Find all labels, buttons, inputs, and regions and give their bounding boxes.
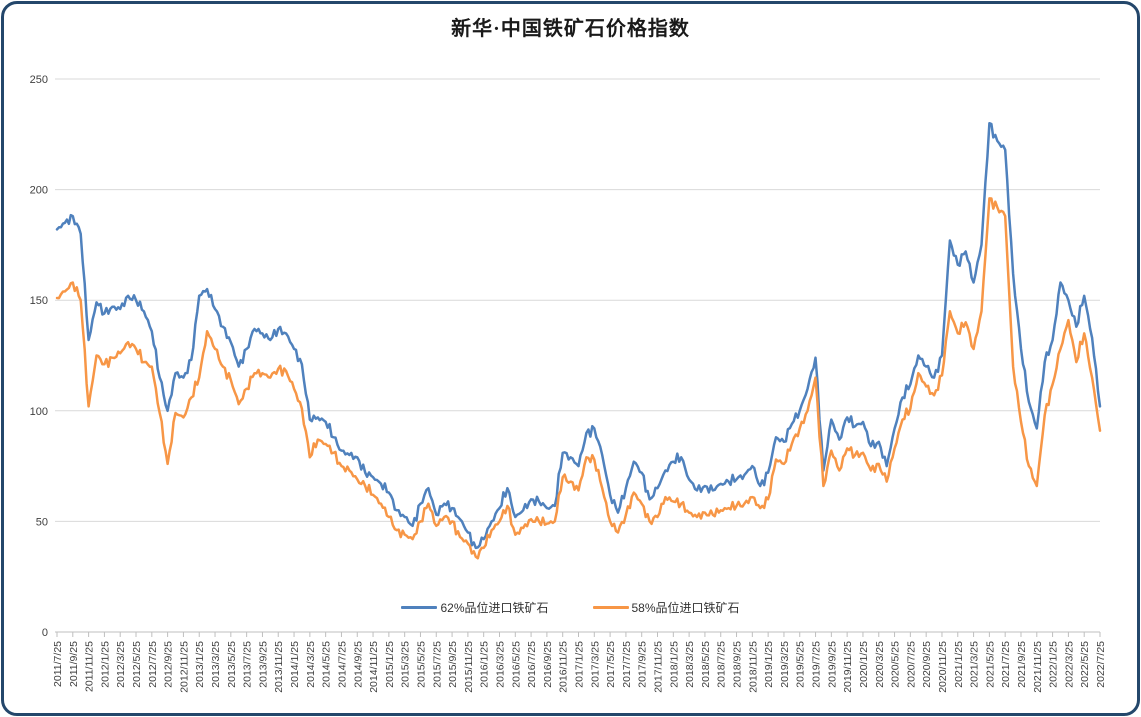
x-tick-label: 2019/5/25 [795, 641, 807, 688]
x-tick-label: 2017/11/25 [653, 641, 665, 693]
legend-label-58: 58%品位进口铁矿石 [631, 601, 740, 615]
x-tick-label: 2015/3/25 [400, 641, 412, 688]
x-tick-label: 2012/11/25 [178, 641, 190, 693]
x-tick-label: 2021/5/25 [984, 641, 996, 688]
x-tick-label: 2019/3/25 [779, 641, 791, 688]
legend-item-62: 62%品位进口铁矿石 [401, 599, 549, 616]
chart-legend: 62%品位进口铁矿石 58%品位进口铁矿石 [0, 599, 1141, 616]
x-tick-label: 2019/9/25 [826, 641, 838, 688]
x-tick-label: 2017/5/25 [605, 641, 617, 688]
y-tick-label: 200 [30, 185, 48, 197]
legend-label-62: 62%品位进口铁矿石 [440, 601, 549, 615]
x-tick-label: 2020/9/25 [921, 641, 933, 688]
x-tick-label: 2013/1/25 [194, 641, 206, 688]
x-tick-label: 2022/1/25 [1048, 641, 1060, 688]
x-tick-label: 2017/7/25 [621, 641, 633, 688]
x-tick-label: 2014/7/25 [336, 641, 348, 688]
x-tick-label: 2022/7/25 [1095, 641, 1107, 688]
x-tick-label: 2013/5/25 [226, 641, 238, 688]
series-line-62-grade [55, 121, 1102, 550]
x-tick-label: 2017/3/25 [589, 641, 601, 688]
series-line-58-grade [55, 197, 1102, 560]
x-tick-label: 2019/7/25 [811, 641, 823, 688]
x-tick-label: 2017/9/25 [637, 641, 649, 688]
chart-title: 新华·中国铁矿石价格指数 [451, 18, 690, 40]
x-tick-label: 2013/11/25 [273, 641, 285, 693]
x-tick-label: 2016/9/25 [542, 641, 554, 688]
x-tick-label: 2012/5/25 [131, 641, 143, 688]
x-tick-label: 2021/11/25 [1032, 641, 1044, 693]
x-tick-label: 2015/11/25 [463, 641, 475, 693]
x-tick-label: 2021/3/25 [969, 641, 981, 688]
legend-line-sample-58 [592, 606, 629, 609]
x-tick-label: 2019/11/25 [842, 641, 854, 693]
x-tick-label: 2013/9/25 [257, 641, 269, 688]
x-tick-label: 2011/9/25 [68, 641, 80, 687]
x-tick-label: 2012/7/25 [147, 641, 159, 688]
x-tick-label: 2011/7/25 [52, 641, 64, 687]
x-tick-label: 2016/7/25 [526, 641, 538, 688]
x-tick-label: 2014/11/25 [368, 641, 380, 693]
x-tick-label: 2020/5/25 [890, 641, 902, 688]
x-tick-label: 2019/1/25 [763, 641, 775, 688]
x-tick-label: 2022/5/25 [1079, 641, 1091, 688]
x-tick-label: 2012/1/25 [99, 641, 111, 688]
x-tick-label: 2014/5/25 [321, 641, 333, 688]
x-tick-label: 2018/11/25 [747, 641, 759, 693]
x-tick-label: 2016/3/25 [494, 641, 506, 688]
x-tick-label: 2014/9/25 [352, 641, 364, 688]
y-tick-label: 250 [30, 74, 48, 86]
y-tick-label: 0 [42, 627, 48, 639]
y-tick-label: 50 [36, 516, 48, 528]
x-tick-label: 2014/1/25 [289, 641, 301, 688]
x-tick-label: 2013/7/25 [242, 641, 254, 688]
y-tick-label: 150 [30, 295, 48, 307]
x-tick-label: 2018/3/25 [684, 641, 696, 688]
x-tick-label: 2014/3/25 [305, 641, 317, 688]
x-tick-label: 2018/9/25 [732, 641, 744, 688]
x-tick-label: 2016/5/25 [510, 641, 522, 688]
x-tick-label: 2015/7/25 [431, 641, 443, 688]
x-tick-label: 2022/3/25 [1063, 641, 1075, 688]
x-tick-label: 2013/3/25 [210, 641, 222, 688]
x-tick-label: 2018/7/25 [716, 641, 728, 688]
x-tick-label: 2015/9/25 [447, 641, 459, 688]
x-tick-label: 2011/11/25 [84, 641, 96, 692]
x-tick-label: 2018/5/25 [700, 641, 712, 688]
x-tick-label: 2017/1/25 [574, 641, 586, 688]
x-tick-label: 2021/9/25 [1016, 641, 1028, 688]
x-tick-label: 2015/1/25 [384, 641, 396, 688]
x-tick-label: 2021/1/25 [953, 641, 965, 688]
x-tick-label: 2020/7/25 [905, 641, 917, 688]
x-tick-label: 2016/11/25 [558, 641, 570, 693]
x-tick-label: 2012/3/25 [115, 641, 127, 688]
x-tick-label: 2012/9/25 [163, 641, 175, 688]
x-tick-label: 2015/5/25 [415, 641, 427, 688]
x-tick-label: 2018/1/25 [668, 641, 680, 688]
y-tick-label: 100 [30, 406, 48, 418]
legend-line-sample-62 [401, 606, 438, 609]
x-tick-label: 2020/1/25 [858, 641, 870, 688]
x-tick-label: 2016/1/25 [479, 641, 491, 688]
x-tick-label: 2021/7/25 [1000, 641, 1012, 688]
legend-item-58: 58%品位进口铁矿石 [592, 599, 740, 616]
x-tick-label: 2020/3/25 [874, 641, 886, 688]
x-tick-label: 2020/11/25 [937, 641, 949, 693]
